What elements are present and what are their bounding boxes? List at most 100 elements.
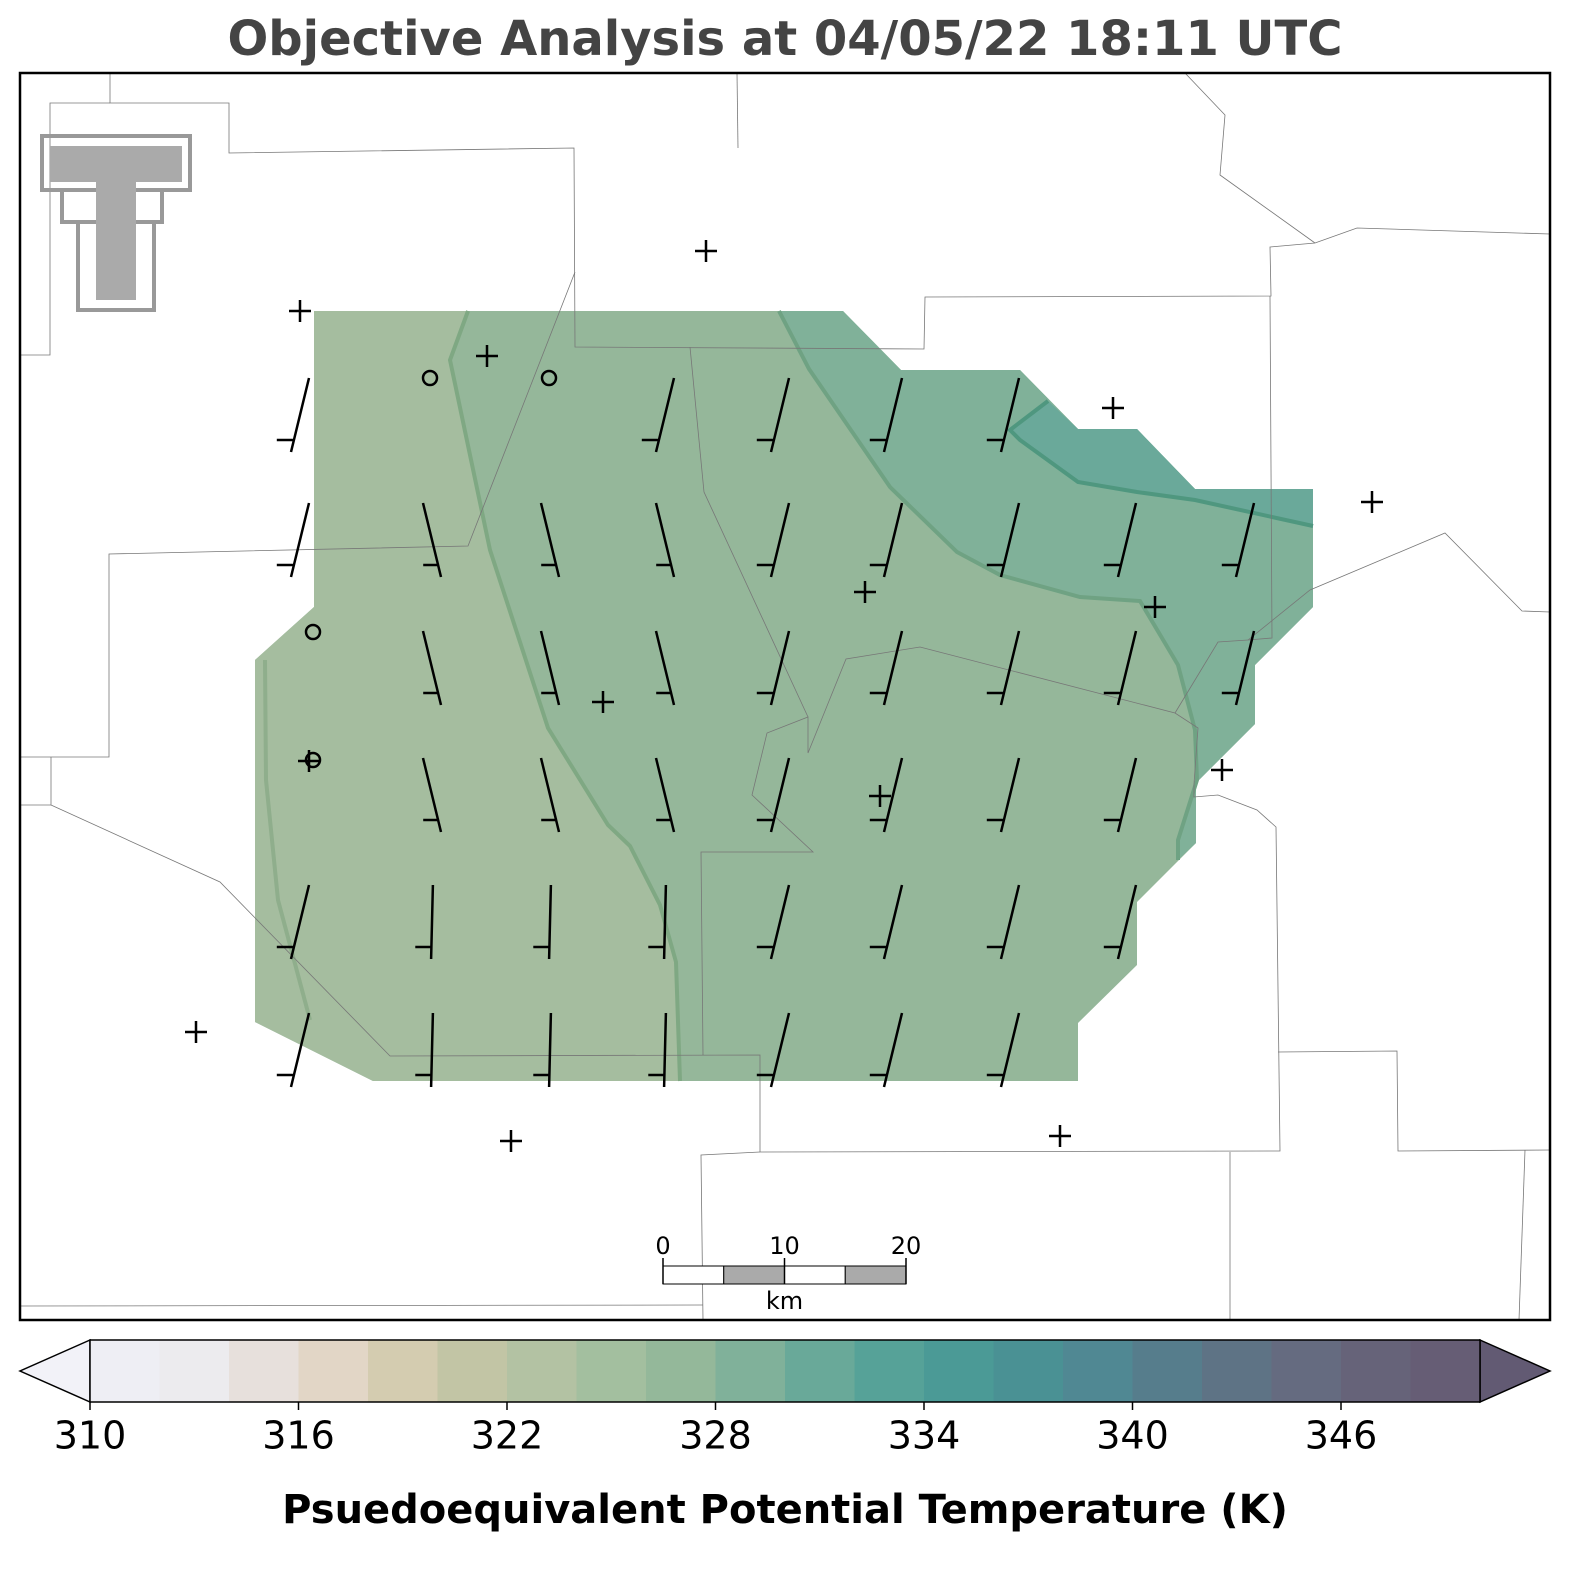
wind-barb <box>1103 630 1138 706</box>
colorbar-bin <box>924 1340 994 1402</box>
station-marker <box>1361 491 1383 513</box>
wind-barb <box>869 884 904 960</box>
wind-barb <box>756 1012 791 1088</box>
wind-barb <box>648 884 668 960</box>
scale-unit: km <box>766 1287 803 1315</box>
map-frame <box>18 71 1552 1322</box>
wind-barb <box>276 884 311 960</box>
colorbar-label: Psuedoequivalent Potential Temperature (… <box>282 1487 1288 1533</box>
wind-barb <box>654 502 676 578</box>
colorbar-bin <box>507 1340 577 1402</box>
colorbar-bin <box>298 1340 368 1402</box>
contours <box>263 310 1314 1082</box>
county-line <box>1518 1149 1526 1321</box>
wind-barb <box>756 884 791 960</box>
station-marker <box>476 345 498 367</box>
calm-marker <box>421 369 439 387</box>
colorbar-bin <box>715 1340 785 1402</box>
scale-bar: 0 10 20 km <box>655 1232 921 1315</box>
wind-barb <box>276 502 311 578</box>
station-marker <box>1144 596 1166 618</box>
county-line <box>1184 72 1316 244</box>
scale-segment <box>844 1265 907 1285</box>
wind-barb <box>1221 630 1256 706</box>
wind-barb <box>421 502 443 578</box>
chart-title: Objective Analysis at 04/05/22 18:11 UTC <box>228 11 1343 67</box>
wind-barb <box>756 377 791 453</box>
colorbar-bin <box>437 1340 507 1402</box>
county-lines <box>19 72 1551 1321</box>
analysis-band <box>255 311 680 1081</box>
wind-barb <box>756 502 791 578</box>
colorbar-bin <box>1341 1340 1411 1402</box>
wind-barb <box>986 630 1021 706</box>
scale-segment <box>662 1265 725 1285</box>
colorbar-bin <box>368 1340 438 1402</box>
wind-barb <box>986 884 1021 960</box>
wind-barb <box>539 757 561 833</box>
contour <box>263 659 312 1021</box>
wind-barb <box>276 377 311 453</box>
colorbar-bin <box>646 1340 716 1402</box>
county-line <box>736 72 739 149</box>
wind-barb <box>421 630 443 706</box>
county-line <box>50 646 1281 1153</box>
contour <box>447 310 682 1082</box>
county-line <box>20 102 110 356</box>
colorbar-tick-label: 322 <box>471 1414 544 1458</box>
wind-barb <box>869 377 904 453</box>
wind-barb <box>1103 884 1138 960</box>
scale-segment <box>723 1265 785 1285</box>
colorbar-bin <box>1271 1340 1341 1402</box>
wind-barb <box>1103 757 1138 833</box>
station-marker <box>289 300 311 322</box>
wind-barb <box>756 630 791 706</box>
county-line <box>19 1304 704 1307</box>
stations <box>185 240 1383 1152</box>
calm-marker <box>304 623 322 641</box>
colorbar-bin <box>1202 1340 1272 1402</box>
county-line <box>700 1151 761 1321</box>
county-line <box>109 73 1551 350</box>
wind-barb <box>756 757 791 833</box>
calm-marker <box>304 751 322 769</box>
scale-label: 20 <box>891 1232 922 1260</box>
map <box>18 71 1552 1322</box>
colorbar-bin <box>1063 1340 1133 1402</box>
wind-barb <box>533 1012 553 1088</box>
analysis-band <box>779 311 1313 860</box>
contour <box>1006 399 1314 528</box>
station-marker <box>592 691 614 713</box>
colorbar-extend <box>1479 1338 1552 1404</box>
colorbar-frame <box>89 1339 1481 1403</box>
colorbar-bin <box>229 1340 299 1402</box>
colorbar-extend <box>18 1338 91 1404</box>
station-marker <box>854 581 876 603</box>
county-line <box>1247 532 1551 641</box>
station-marker <box>500 1130 522 1152</box>
wind-barb <box>986 502 1021 578</box>
wind-barb <box>986 377 1021 453</box>
wind-barb <box>1221 502 1256 578</box>
station-marker <box>1211 759 1233 781</box>
wind-barb <box>869 1012 904 1088</box>
wind-barb <box>539 630 561 706</box>
colorbar-tick-label: 334 <box>888 1414 961 1458</box>
colorbar-bin <box>993 1340 1063 1402</box>
colorbar-bin <box>785 1340 855 1402</box>
colorbar-bin <box>576 1340 646 1402</box>
wind-barbs <box>276 377 1256 1088</box>
county-line <box>20 271 576 758</box>
wind-barb <box>986 1012 1021 1088</box>
logo-part <box>96 175 136 300</box>
station-marker <box>185 1021 207 1043</box>
colorbar-bin <box>90 1340 160 1402</box>
wind-barb <box>986 757 1021 833</box>
station-marker <box>1049 1125 1071 1147</box>
wind-barb <box>276 1012 311 1088</box>
colorbar-tick-label: 340 <box>1096 1414 1169 1458</box>
colorbar-tick-label: 328 <box>679 1414 752 1458</box>
